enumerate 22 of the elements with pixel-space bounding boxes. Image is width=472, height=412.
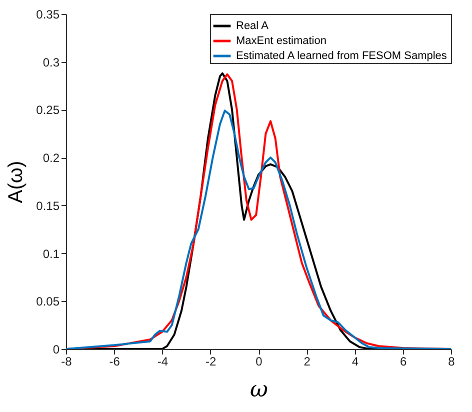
y-axis-title: A(ω) [5,160,28,204]
x-tick-label: -6 [109,354,120,368]
x-tick-label: 0 [256,354,263,368]
y-tick-label: 0.05 [36,294,60,309]
legend-label: Estimated A learned from FESOM Samples [236,50,448,62]
y-tick-label: 0.15 [36,198,60,213]
y-tick-label: 0.2 [42,151,60,166]
x-tick-label: -8 [61,354,72,368]
y-tick-label: 0.3 [42,55,60,70]
y-tick-label: 0.25 [36,103,60,118]
y-tick-label: 0 [52,342,60,356]
x-tick-label: -4 [157,354,168,368]
x-axis-title: ω [250,378,268,402]
x-tick-label: 6 [400,354,408,368]
legend-label: Real A [236,20,270,32]
y-tick-label: 0.35 [36,8,60,22]
x-tick-label: 8 [448,354,456,368]
x-tick-label: -2 [206,354,217,368]
y-tick-label: 0.1 [42,246,60,261]
x-tick-label: 4 [352,354,359,368]
x-tick-label: 2 [304,354,311,368]
legend-label: MaxEnt estimation [236,35,326,47]
